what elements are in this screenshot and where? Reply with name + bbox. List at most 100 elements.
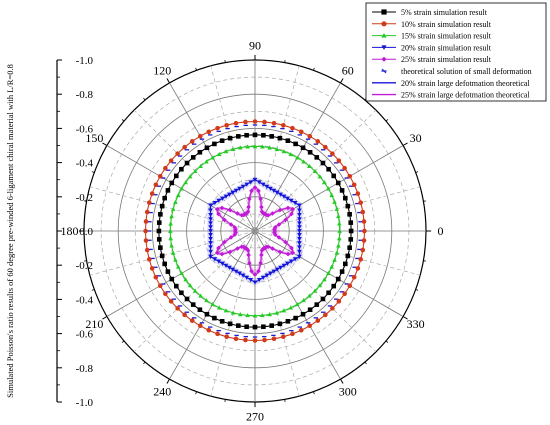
series-point <box>320 296 326 302</box>
series-point <box>285 196 290 201</box>
angle-tick-label: 210 <box>85 317 103 331</box>
series-point <box>336 158 342 163</box>
series-point <box>233 336 239 342</box>
series-point <box>267 312 272 317</box>
series-point <box>317 174 323 179</box>
series-point <box>297 225 302 230</box>
series-point <box>290 331 295 337</box>
angle-tick-label: 330 <box>407 317 425 331</box>
series-point <box>219 319 225 324</box>
series-point <box>314 155 320 160</box>
series-point <box>189 139 195 144</box>
series-point <box>260 182 266 187</box>
series-point <box>268 186 273 191</box>
series-point <box>173 257 178 262</box>
series-point <box>230 190 236 195</box>
series-point <box>183 180 188 185</box>
series-point <box>163 291 168 297</box>
series-point <box>219 138 225 143</box>
series-point <box>208 249 213 255</box>
series-point <box>271 269 277 274</box>
series-3 <box>208 177 302 285</box>
series-point <box>237 186 242 191</box>
series-point <box>242 211 248 217</box>
series-point <box>297 245 302 250</box>
series-point <box>214 206 220 212</box>
series-point <box>343 195 348 201</box>
series-point <box>271 188 277 193</box>
series-point <box>244 182 250 187</box>
series-point <box>355 191 361 196</box>
series-point <box>326 166 331 172</box>
series-point <box>245 144 250 149</box>
series-point <box>168 221 173 226</box>
series-point <box>256 188 261 194</box>
series-point <box>270 246 275 251</box>
angle-tick <box>402 142 408 146</box>
series-point <box>337 221 342 226</box>
series-point <box>235 211 240 216</box>
series-point <box>245 313 250 318</box>
series-point <box>236 323 241 328</box>
series-point <box>297 203 302 208</box>
series-point <box>285 138 291 143</box>
series-point <box>336 214 341 219</box>
series-point <box>252 144 258 149</box>
series-point <box>208 217 213 222</box>
series-point <box>264 184 270 189</box>
legend-marker <box>381 33 387 38</box>
radial-tick-label: -0.4 <box>76 158 94 170</box>
series-point <box>261 324 266 330</box>
series-point <box>290 206 296 212</box>
series-point <box>348 228 354 234</box>
series-point <box>322 180 327 185</box>
series-point <box>175 306 180 311</box>
series-point <box>252 280 258 285</box>
series-point <box>162 195 167 201</box>
series-point <box>236 134 241 139</box>
series-point <box>262 337 267 343</box>
series-point <box>281 122 286 128</box>
series-point <box>256 277 262 283</box>
series-point <box>332 257 337 262</box>
legend-label: 5% strain simulation result <box>401 8 488 17</box>
series-point <box>323 312 328 318</box>
series-point <box>331 173 337 179</box>
angle-minor-tick <box>121 340 125 343</box>
series-point <box>173 173 179 179</box>
series-point <box>212 257 218 262</box>
radial-tick-label: -0.6 <box>76 123 94 135</box>
series-point <box>277 207 283 213</box>
series-point <box>297 217 302 222</box>
series-point <box>249 268 254 274</box>
series-point <box>351 182 357 188</box>
series-point <box>182 312 187 318</box>
angle-minor-tick <box>415 171 419 173</box>
series-point <box>244 324 249 330</box>
series-point <box>329 264 335 269</box>
series-point <box>216 245 221 251</box>
series-point <box>272 225 278 230</box>
series-point <box>220 196 225 201</box>
series-point <box>184 160 190 166</box>
series-point <box>198 163 203 168</box>
series-point <box>183 277 188 282</box>
series-point <box>208 208 213 213</box>
series-point <box>274 190 280 195</box>
series-point <box>216 211 221 217</box>
series-point <box>246 204 251 210</box>
series-point <box>337 228 342 233</box>
series-point <box>215 125 220 131</box>
series-point <box>175 192 181 198</box>
series-point <box>204 145 210 151</box>
series-point <box>315 318 321 323</box>
angle-tick <box>102 142 108 146</box>
series-point <box>158 212 163 217</box>
series-point <box>204 159 209 164</box>
series-point <box>208 212 213 218</box>
series-point <box>335 276 341 282</box>
radial-tick-label: -1.0 <box>76 397 94 409</box>
series-point <box>169 214 174 219</box>
series-point <box>348 220 354 225</box>
angle-minor-tick <box>313 67 315 71</box>
